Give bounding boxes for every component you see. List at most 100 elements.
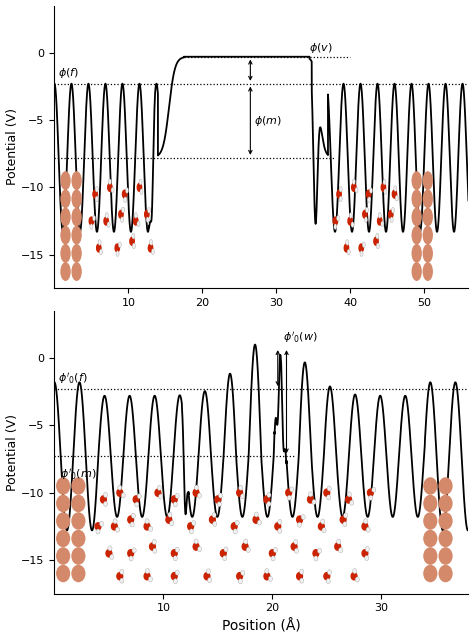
- Circle shape: [95, 196, 98, 202]
- Circle shape: [353, 569, 357, 574]
- Circle shape: [312, 500, 316, 505]
- Circle shape: [246, 548, 250, 553]
- Circle shape: [314, 556, 318, 561]
- Circle shape: [267, 493, 271, 498]
- Circle shape: [121, 207, 125, 213]
- Circle shape: [348, 217, 352, 225]
- Y-axis label: Potential (V): Potential (V): [6, 414, 18, 491]
- Circle shape: [411, 262, 422, 281]
- Circle shape: [338, 548, 343, 553]
- Circle shape: [257, 520, 262, 525]
- Circle shape: [273, 548, 278, 553]
- Circle shape: [374, 237, 378, 245]
- Circle shape: [56, 565, 70, 582]
- Circle shape: [384, 189, 387, 194]
- Circle shape: [337, 215, 339, 221]
- Circle shape: [297, 573, 302, 580]
- Circle shape: [60, 226, 71, 245]
- Circle shape: [224, 547, 228, 552]
- Circle shape: [231, 523, 237, 530]
- Circle shape: [71, 477, 85, 495]
- Circle shape: [291, 543, 297, 550]
- Circle shape: [343, 521, 347, 527]
- Circle shape: [108, 546, 112, 551]
- Circle shape: [175, 547, 179, 552]
- Circle shape: [237, 489, 243, 497]
- Circle shape: [100, 496, 106, 503]
- Circle shape: [264, 573, 270, 580]
- Circle shape: [130, 237, 134, 245]
- Circle shape: [238, 579, 242, 584]
- Circle shape: [337, 190, 341, 198]
- Circle shape: [352, 183, 356, 191]
- Circle shape: [390, 217, 393, 222]
- Circle shape: [372, 487, 376, 492]
- Circle shape: [367, 489, 374, 497]
- Circle shape: [271, 556, 275, 561]
- Circle shape: [340, 516, 346, 523]
- Circle shape: [90, 224, 93, 229]
- Circle shape: [309, 492, 312, 497]
- Circle shape: [423, 244, 433, 263]
- Circle shape: [103, 493, 108, 498]
- Circle shape: [60, 171, 71, 190]
- Circle shape: [151, 249, 155, 254]
- X-axis label: Position (Å): Position (Å): [222, 619, 301, 633]
- Circle shape: [117, 573, 123, 580]
- Circle shape: [346, 496, 352, 503]
- Circle shape: [278, 520, 282, 525]
- Circle shape: [194, 539, 198, 544]
- Circle shape: [360, 250, 363, 256]
- Circle shape: [98, 240, 101, 245]
- Circle shape: [324, 489, 330, 497]
- Circle shape: [95, 523, 101, 530]
- Circle shape: [137, 221, 140, 227]
- Circle shape: [108, 183, 112, 191]
- Circle shape: [339, 196, 342, 202]
- Text: $\phi(m)$: $\phi(m)$: [254, 114, 282, 128]
- Circle shape: [100, 521, 104, 527]
- Circle shape: [148, 244, 153, 252]
- Circle shape: [132, 243, 136, 249]
- Circle shape: [140, 189, 143, 194]
- Circle shape: [210, 516, 215, 523]
- Circle shape: [347, 249, 350, 255]
- Circle shape: [204, 573, 210, 580]
- Circle shape: [278, 528, 282, 534]
- Circle shape: [152, 539, 156, 544]
- Circle shape: [193, 489, 199, 497]
- Circle shape: [411, 226, 422, 245]
- Circle shape: [321, 519, 325, 524]
- Circle shape: [120, 217, 124, 222]
- Circle shape: [128, 550, 134, 557]
- Circle shape: [423, 565, 438, 582]
- Circle shape: [124, 197, 127, 203]
- Circle shape: [172, 573, 177, 580]
- Circle shape: [105, 213, 108, 219]
- Circle shape: [134, 213, 137, 218]
- Circle shape: [355, 577, 359, 582]
- Circle shape: [438, 495, 453, 512]
- Circle shape: [286, 489, 292, 497]
- Circle shape: [349, 213, 352, 219]
- Circle shape: [117, 489, 123, 497]
- Circle shape: [324, 573, 330, 580]
- Circle shape: [129, 556, 133, 561]
- Circle shape: [366, 527, 370, 532]
- Circle shape: [166, 516, 172, 523]
- Circle shape: [294, 539, 298, 544]
- Circle shape: [146, 569, 149, 574]
- Circle shape: [365, 207, 368, 213]
- Circle shape: [71, 530, 85, 547]
- Circle shape: [188, 523, 193, 530]
- Circle shape: [365, 546, 369, 551]
- Circle shape: [238, 485, 243, 490]
- Circle shape: [197, 493, 201, 498]
- Circle shape: [365, 217, 367, 222]
- Circle shape: [170, 521, 174, 526]
- Circle shape: [322, 528, 326, 533]
- Circle shape: [146, 217, 149, 222]
- Circle shape: [118, 242, 121, 247]
- Circle shape: [237, 573, 243, 580]
- Circle shape: [72, 208, 82, 226]
